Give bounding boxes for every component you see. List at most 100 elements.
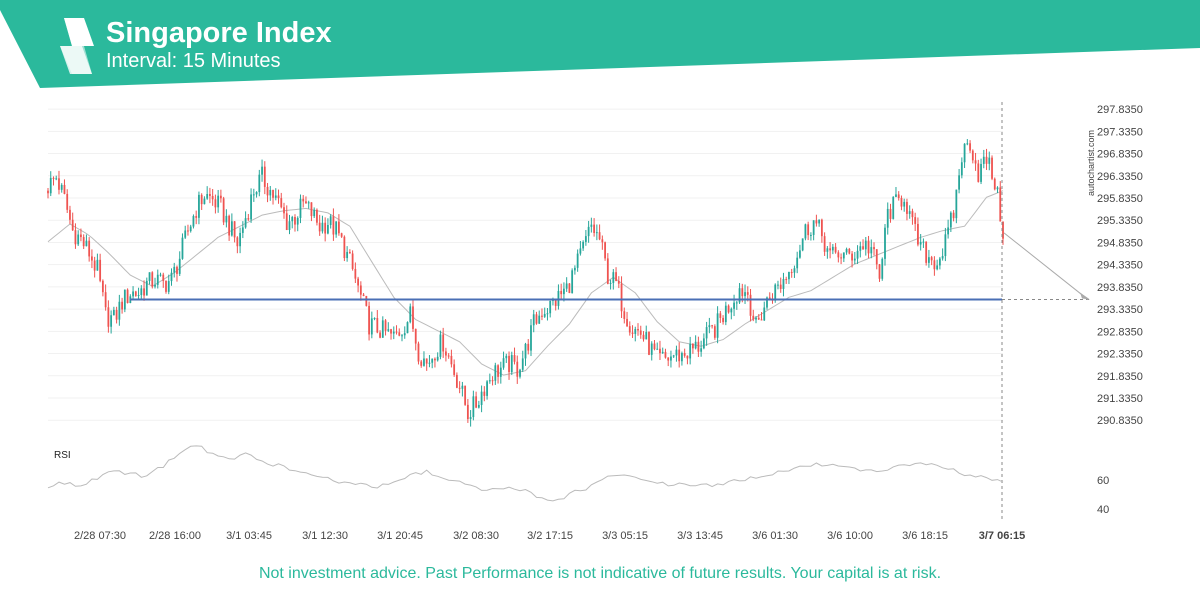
candle bbox=[316, 208, 318, 226]
candle bbox=[686, 355, 689, 365]
candle-body bbox=[856, 250, 859, 259]
candle-body bbox=[310, 202, 313, 217]
candle bbox=[917, 217, 919, 247]
candle-body bbox=[88, 240, 91, 257]
candle bbox=[579, 241, 582, 256]
candle-body bbox=[351, 253, 354, 269]
candle bbox=[200, 193, 203, 210]
candle-body bbox=[354, 268, 357, 279]
banner-shape bbox=[0, 0, 1200, 88]
candle bbox=[864, 237, 867, 256]
y-tick-label: 294.3350 bbox=[1097, 260, 1143, 272]
candle bbox=[796, 251, 799, 274]
candle-body bbox=[760, 319, 763, 321]
candle-body bbox=[587, 226, 590, 237]
candle-body bbox=[804, 224, 807, 239]
candle bbox=[362, 293, 365, 297]
candle-body bbox=[217, 195, 220, 208]
candle bbox=[417, 341, 420, 365]
candle-body bbox=[379, 332, 381, 338]
candle bbox=[870, 239, 873, 259]
candle-body bbox=[606, 258, 609, 284]
candle-body bbox=[250, 194, 252, 220]
candle-body bbox=[516, 361, 519, 377]
candle-body bbox=[672, 355, 675, 357]
candle bbox=[486, 380, 488, 400]
y-tick-label: 296.8350 bbox=[1097, 149, 1143, 161]
y-tick-label: 297.3350 bbox=[1097, 126, 1143, 138]
candle bbox=[178, 251, 181, 277]
candle-body bbox=[788, 272, 790, 280]
candle bbox=[785, 276, 788, 284]
candle bbox=[895, 186, 897, 198]
candle bbox=[779, 277, 782, 293]
candle-body bbox=[258, 174, 261, 193]
candle bbox=[818, 219, 821, 227]
candle bbox=[406, 321, 409, 334]
candle-body bbox=[661, 351, 664, 354]
candle bbox=[831, 243, 834, 255]
candle bbox=[535, 311, 538, 325]
candle bbox=[236, 236, 239, 254]
candle bbox=[173, 262, 176, 278]
interval-subtitle: Interval: 15 Minutes bbox=[106, 50, 281, 72]
candle bbox=[112, 306, 115, 316]
candle bbox=[634, 326, 637, 342]
candle-body bbox=[195, 216, 198, 218]
candle-body bbox=[716, 313, 719, 338]
candle-body bbox=[112, 309, 115, 316]
candle bbox=[782, 272, 785, 297]
candle bbox=[667, 357, 670, 367]
candle-body bbox=[222, 198, 225, 223]
candle bbox=[543, 307, 546, 318]
candle-body bbox=[302, 198, 305, 202]
y-tick-label: 293.8350 bbox=[1097, 282, 1143, 294]
candle bbox=[335, 221, 338, 238]
candle-body bbox=[165, 280, 167, 292]
candle-body bbox=[455, 374, 458, 388]
candle-body bbox=[266, 186, 269, 196]
candle bbox=[252, 188, 255, 202]
candle-body bbox=[324, 222, 327, 234]
candle bbox=[716, 306, 719, 344]
candle-body bbox=[241, 227, 244, 233]
candle-body bbox=[55, 178, 58, 180]
candle bbox=[263, 161, 266, 195]
candle bbox=[595, 224, 598, 241]
candle-body bbox=[601, 239, 604, 243]
candle bbox=[423, 351, 425, 367]
candle bbox=[384, 319, 387, 336]
candle bbox=[675, 345, 678, 362]
candle-body bbox=[974, 160, 977, 164]
candle bbox=[653, 340, 656, 351]
candle bbox=[938, 256, 941, 270]
candle bbox=[445, 347, 447, 362]
candle bbox=[875, 249, 878, 270]
candle bbox=[420, 359, 423, 368]
candle bbox=[947, 219, 950, 239]
candle bbox=[897, 191, 900, 201]
banner-background bbox=[0, 0, 1200, 88]
candle bbox=[557, 284, 560, 310]
candle bbox=[392, 326, 395, 340]
candle bbox=[450, 349, 453, 368]
candle-body bbox=[530, 325, 532, 351]
candle bbox=[167, 274, 170, 295]
candle-body bbox=[735, 302, 738, 304]
candle bbox=[952, 210, 955, 222]
candle-body bbox=[439, 334, 442, 357]
candle-body bbox=[398, 332, 401, 336]
candle bbox=[458, 381, 461, 394]
candle bbox=[475, 391, 478, 409]
candle bbox=[842, 252, 845, 263]
candle bbox=[381, 316, 384, 338]
candle-body bbox=[203, 198, 206, 205]
y-tick-label: 292.8350 bbox=[1097, 326, 1143, 338]
candle bbox=[348, 249, 351, 254]
candle-body bbox=[368, 305, 370, 335]
candle-body bbox=[631, 332, 634, 334]
candle-body bbox=[420, 361, 423, 366]
candle bbox=[807, 221, 810, 241]
candle bbox=[670, 350, 672, 368]
candle bbox=[708, 317, 711, 334]
